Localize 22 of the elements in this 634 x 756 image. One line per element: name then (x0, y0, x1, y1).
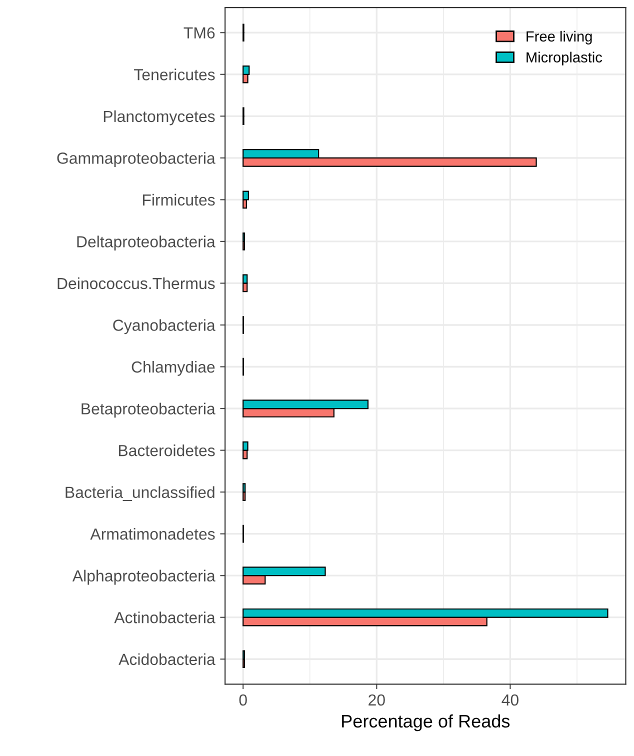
y-tick-label: Planctomycetes (104, 110, 215, 126)
x-axis-title: Percentage of Reads (342, 714, 510, 732)
y-tick-label: Deinococcus.Thermus (58, 277, 215, 290)
y-tick-label: Firmicutes (143, 194, 215, 206)
x-tick-label: 0 (239, 694, 247, 706)
y-tick-label: Actinobacteria (114, 612, 216, 624)
y-tick-label: TM6 (184, 27, 215, 39)
y-tick-label: Deltaproteobacteria (77, 236, 216, 251)
y-tick-label: Alphaproteobacteria (72, 570, 216, 585)
y-tick-label: Cyanobacteria (113, 319, 216, 334)
x-tick-label: 40 (502, 694, 518, 706)
y-tick-label: Chlamydiae (132, 360, 215, 376)
legend-label: Free living (526, 30, 592, 44)
y-tick-label: Gammaproteobacteria (57, 152, 216, 168)
x-tick-label: 20 (368, 694, 385, 706)
y-tick-label: Betaproteobacteria (82, 402, 216, 418)
y-tick-label: Tenericutes (134, 68, 215, 80)
y-tick-label: Acidobacteria (118, 653, 216, 666)
legend-label: Microplastic (526, 52, 602, 66)
y-tick-label: Bacteroidetes (119, 444, 215, 456)
y-tick-label: Armatimonadetes (90, 528, 215, 540)
y-tick-label: Bacteria_unclassified (66, 486, 214, 502)
